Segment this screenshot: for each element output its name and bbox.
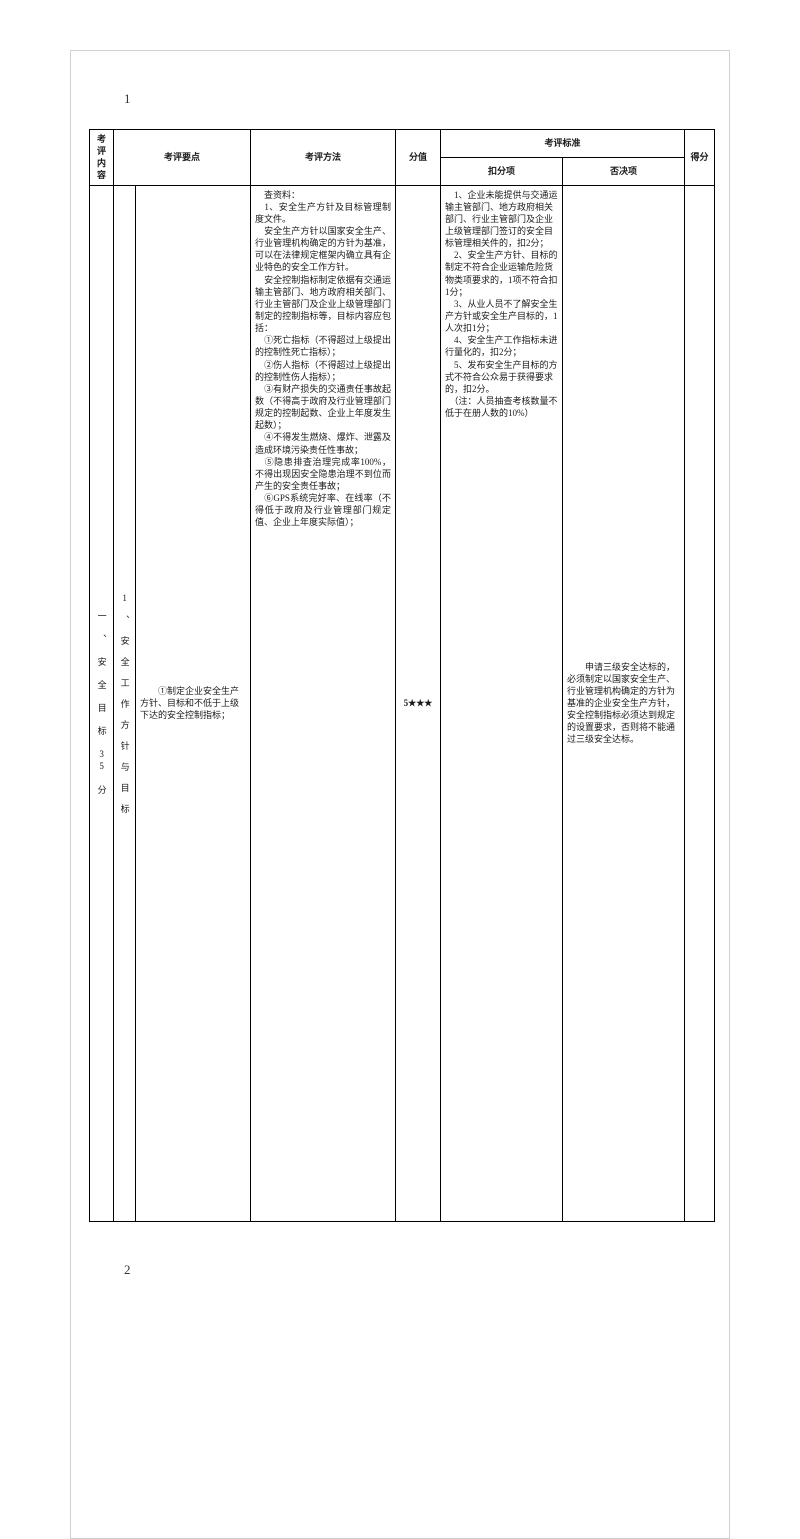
points-cell: ①制定企业安全生产方针、目标和不低于上级下达的安全控制指标； bbox=[136, 185, 251, 1221]
deduct-line: 3、从业人员不了解安全生产方针或安全生产目标的，1人次扣1分； bbox=[445, 298, 558, 334]
header-content: 考评 内容 bbox=[90, 130, 114, 186]
method-cell: 查资料： 1、安全生产方针及目标管理制度文件。 安全生产方针以国家安全生产、行业… bbox=[251, 185, 396, 1221]
subcategory-text: 1 、 安 全 工 作 方 针 与 目 标 bbox=[120, 593, 130, 814]
method-line: ②伤人指标（不得超过上级提出的控制性伤人指标）； bbox=[255, 359, 391, 383]
veto-cell: 申请三级安全达标的，必须制定以国家安全生产、行业管理机构确定的方针为基准的企业安… bbox=[563, 185, 685, 1221]
document-page: 1 考评 内容 考评要点 考评方法 分值 考评标准 得分 bbox=[0, 0, 800, 1036]
header-method: 考评方法 bbox=[251, 130, 396, 186]
veto-text: 申请三级安全达标的，必须制定以国家安全生产、行业管理机构确定的方针为基准的企业安… bbox=[567, 662, 675, 745]
page-number-1: 1 bbox=[124, 91, 711, 107]
method-line: ⑥GPS系统完好率、在线率（不得低于政府及行业管理部门规定值、企业上年度实际值）… bbox=[255, 492, 391, 528]
deduct-line: 2、安全生产方针、目标的制定不符合企业运输危险货物类项要求的，1项不符合扣1分； bbox=[445, 249, 558, 298]
method-line: 1、安全生产方针及目标管理制度文件。 bbox=[255, 201, 391, 225]
method-line: 查资料： bbox=[255, 189, 391, 201]
header-points: 考评要点 bbox=[114, 130, 251, 186]
final-score-cell bbox=[685, 185, 715, 1221]
content-frame: 1 考评 内容 考评要点 考评方法 分值 考评标准 得分 bbox=[70, 50, 730, 1539]
method-line: ⑤隐患排查治理完成率100%，不得出现因安全隐患治理不到位而产生的安全责任事故； bbox=[255, 456, 391, 492]
method-line: ④不得发生燃烧、爆炸、泄露及造成环境污染责任性事故； bbox=[255, 431, 391, 455]
deduct-line: 4、安全生产工作指标未进行量化的，扣2分； bbox=[445, 334, 558, 358]
method-line: 安全控制指标制定依据有交通运输主管部门、地方政府相关部门、行业主管部门及企业上级… bbox=[255, 274, 391, 335]
header-row-1: 考评 内容 考评要点 考评方法 分值 考评标准 得分 bbox=[90, 130, 715, 158]
table-row: 一 、 安 全 目 标 35 分 1 、 安 全 工 作 方 针 与 目 标 ①… bbox=[90, 185, 715, 1221]
header-veto: 否决项 bbox=[563, 157, 685, 185]
subcategory-cell: 1 、 安 全 工 作 方 针 与 目 标 bbox=[114, 185, 136, 1221]
evaluation-table: 考评 内容 考评要点 考评方法 分值 考评标准 得分 扣分项 否决项 一 、 安… bbox=[89, 129, 715, 1222]
page-number-2: 2 bbox=[124, 1262, 711, 1278]
method-line: ①死亡指标（不得超过上级提出的控制性死亡指标）； bbox=[255, 334, 391, 358]
deduct-cell: 1、企业未能提供与交通运输主管部门、地方政府相关部门、行业主管部门及企业上级管理… bbox=[441, 185, 563, 1221]
deduct-line: 5、发布安全生产目标的方式不符合公众易于获得要求的，扣2分。 bbox=[445, 359, 558, 395]
method-line: ③有财产损失的交通责任事故起数（不得高于政府及行业管理部门规定的控制起数、企业上… bbox=[255, 383, 391, 432]
category-text: 一 、 安 全 目 标 35 分 bbox=[97, 611, 107, 796]
score-cell: 5★★★ bbox=[396, 185, 441, 1221]
points-text: ①制定企业安全生产方针、目标和不低于上级下达的安全控制指标； bbox=[140, 686, 239, 720]
deduct-line: 1、企业未能提供与交通运输主管部门、地方政府相关部门、行业主管部门及企业上级管理… bbox=[445, 189, 558, 250]
header-standards: 考评标准 bbox=[441, 130, 685, 158]
category-cell: 一 、 安 全 目 标 35 分 bbox=[90, 185, 114, 1221]
method-line: 安全生产方针以国家安全生产、行业管理机构确定的方针为基准，可以在法律规定框架内确… bbox=[255, 225, 391, 274]
deduct-line: （注：人员抽查考核数量不低于在册人数的10%） bbox=[445, 395, 558, 419]
header-deduct: 扣分项 bbox=[441, 157, 563, 185]
header-score: 分值 bbox=[396, 130, 441, 186]
header-final: 得分 bbox=[685, 130, 715, 186]
